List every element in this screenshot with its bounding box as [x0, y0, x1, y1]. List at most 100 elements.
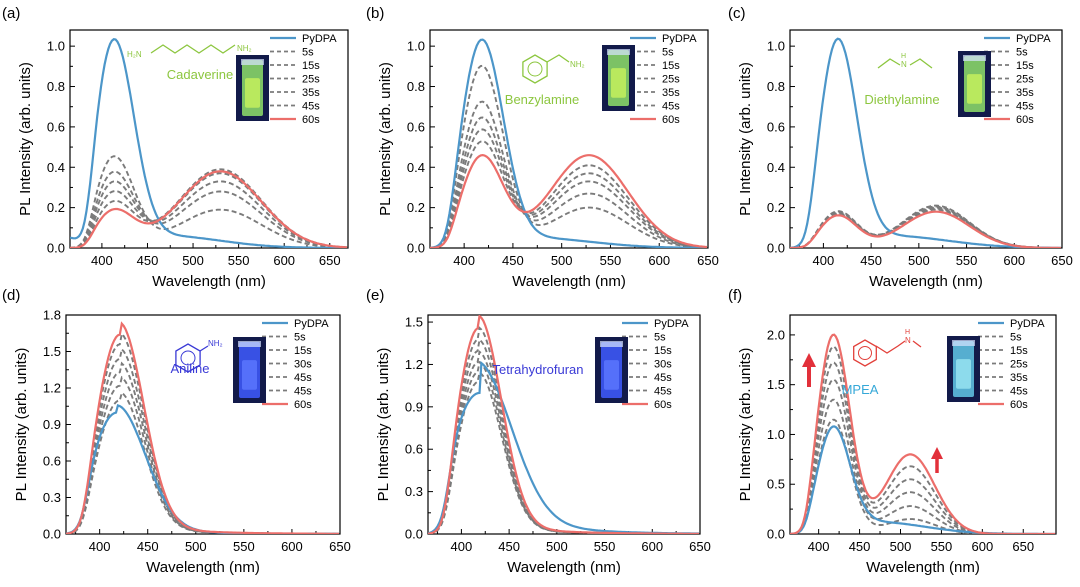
- y-tick-label: 0.8: [47, 79, 65, 94]
- panel-label: (f): [728, 287, 742, 304]
- plot-frame: [789, 314, 1057, 535]
- legend-label: PyDPA: [302, 33, 337, 45]
- panel-label: (a): [2, 5, 20, 22]
- y-tick-label: 1.0: [767, 427, 785, 442]
- molecule-atom-label: N: [905, 336, 911, 345]
- x-tick-label: 650: [1051, 253, 1073, 268]
- legend-label: 45s: [294, 386, 312, 398]
- vial-liquid: [604, 360, 619, 390]
- x-tick-label: 500: [908, 253, 930, 268]
- y-tick-label: 1.0: [767, 39, 785, 54]
- legend-label: 60s: [1010, 399, 1028, 411]
- annotation: Diethylamine NH: [864, 51, 991, 117]
- series-line-60s: [790, 210, 1061, 248]
- panel-label: (d): [2, 287, 20, 304]
- plot-frame: [429, 29, 709, 249]
- vial-cap: [963, 55, 986, 61]
- x-tick-label: 500: [551, 253, 573, 268]
- series-line-pydpa: [66, 403, 339, 534]
- series-line-25s: [70, 180, 348, 248]
- legend-label: 45s: [662, 101, 680, 113]
- x-axis-label: Wavelength (nm): [146, 559, 260, 576]
- legend-label: 35s: [302, 87, 320, 99]
- series-line-5s: [66, 391, 339, 534]
- series-line-25s: [430, 116, 708, 248]
- x-axis-label: Wavelength (nm): [507, 559, 621, 576]
- series-line-45s: [790, 208, 1061, 248]
- x-tick-label: 600: [1003, 253, 1025, 268]
- series-line-60s: [430, 153, 708, 248]
- vial-liquid: [956, 359, 971, 389]
- molecule-atom-label: NH₂: [208, 339, 223, 348]
- x-tick-label: 650: [697, 253, 719, 268]
- y-tick-label: 1.2: [405, 357, 423, 372]
- legend-label: 25s: [662, 74, 680, 86]
- vial-photo: [947, 336, 980, 402]
- y-axis-label: PL Intensity (arb. units): [17, 62, 34, 216]
- legend-label: 5s: [662, 47, 674, 59]
- legend-label: 15s: [1016, 60, 1034, 72]
- vial-photo: [233, 337, 266, 403]
- series-line-35s: [790, 361, 1056, 534]
- x-tick-label: 400: [813, 253, 835, 268]
- legend-label: 60s: [662, 114, 680, 126]
- molecule-structure: [877, 58, 901, 69]
- legend-label: 15s: [1010, 345, 1028, 357]
- series-line-45s: [428, 338, 699, 534]
- molecule-atom-label: NH₂: [570, 60, 585, 69]
- legend-label: 60s: [654, 399, 672, 411]
- y-tick-label: 0.6: [767, 119, 785, 134]
- series-line-60s: [70, 170, 348, 248]
- chart-panel-f: (f) 400 450 500 550 600 650 0.0 0.5 1.0 1.5 2.0 Wave…: [728, 287, 1057, 576]
- y-tick-label: 0.0: [767, 527, 785, 542]
- legend-label: 15s: [294, 345, 312, 357]
- legend-label: 60s: [1016, 114, 1034, 126]
- molecule-bond: [199, 345, 209, 352]
- legend-label: 25s: [1016, 74, 1034, 86]
- x-tick-label: 400: [91, 253, 113, 268]
- legend-label: 5s: [302, 47, 314, 59]
- y-tick-label: 0.6: [405, 442, 423, 457]
- chart-panel-b: (b) 400 450 500 550 600 650 0.0 0.2 0.4 0.6 0.8 1.0 W…: [366, 5, 719, 290]
- vial-cap: [600, 341, 623, 347]
- series-line-15s: [790, 398, 1056, 534]
- x-axis-label: Wavelength (nm): [152, 273, 266, 290]
- series-line-45s: [430, 140, 708, 248]
- legend-label: 60s: [302, 114, 320, 126]
- legend-label: PyDPA: [1016, 33, 1051, 45]
- legend-label: PyDPA: [294, 318, 329, 330]
- series-line-pydpa: [430, 38, 707, 248]
- annotation: Tetrahydrofuran: [492, 337, 628, 403]
- vial-liquid: [967, 74, 982, 104]
- series-group: [790, 333, 1056, 534]
- molecule-name: Diethylamine: [864, 92, 939, 107]
- y-tick-label: 2.0: [767, 327, 785, 342]
- x-tick-label: 400: [451, 539, 473, 554]
- legend-label: 30s: [654, 359, 672, 371]
- series-line-5s: [70, 155, 348, 248]
- y-axis-label: PL Intensity (arb. units): [377, 62, 394, 216]
- y-tick-label: 0.5: [767, 477, 785, 492]
- series-group: [790, 37, 1062, 248]
- vial-photo: [602, 45, 635, 111]
- series-line-45s: [70, 168, 348, 248]
- y-tick-label: 0.0: [47, 241, 65, 256]
- legend-label: 60s: [294, 399, 312, 411]
- legend-label: 45s: [1016, 101, 1034, 113]
- legend-label: PyDPA: [662, 33, 697, 45]
- vial-photo: [958, 51, 991, 117]
- molecule-name: Tetrahydrofuran: [492, 362, 583, 377]
- series-line-15s: [430, 100, 708, 248]
- x-tick-label: 600: [971, 539, 993, 554]
- y-tick-label: 0.0: [405, 527, 423, 542]
- legend-label: 30s: [294, 359, 312, 371]
- series-group: [430, 38, 708, 248]
- legend-label: 35s: [1016, 87, 1034, 99]
- x-tick-label: 450: [849, 539, 871, 554]
- y-tick-label: 0.6: [43, 454, 61, 469]
- y-axis-label: PL Intensity (arb. units): [737, 348, 754, 502]
- panel-label: (b): [366, 5, 384, 22]
- series-line-5s: [790, 418, 1056, 534]
- legend-label: 25s: [302, 74, 320, 86]
